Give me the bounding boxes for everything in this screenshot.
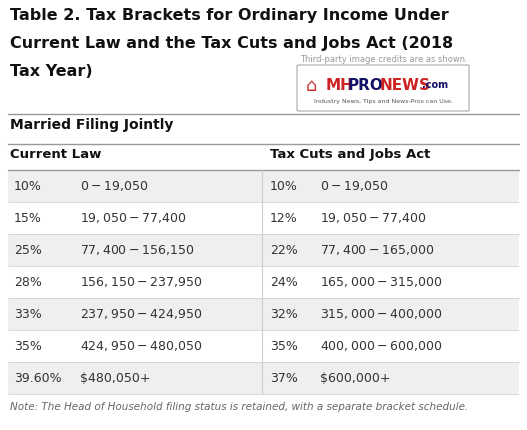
- Text: 35%: 35%: [270, 340, 298, 353]
- Text: Third-party image credits are as shown.: Third-party image credits are as shown.: [300, 55, 468, 64]
- Text: ⌂: ⌂: [306, 77, 317, 95]
- Text: Current Law: Current Law: [10, 148, 101, 161]
- Text: $315,000-$400,000: $315,000-$400,000: [320, 307, 442, 321]
- Bar: [8, 170, 519, 202]
- Text: $600,000+: $600,000+: [320, 372, 391, 384]
- Text: Industry News, Tips and News-Pros can Use.: Industry News, Tips and News-Pros can Us…: [314, 99, 453, 104]
- Text: $0-$19,050: $0-$19,050: [80, 179, 148, 193]
- Bar: [298, 66, 468, 110]
- Text: 33%: 33%: [14, 307, 42, 320]
- Text: $156,150-$237,950: $156,150-$237,950: [80, 275, 202, 289]
- Text: 12%: 12%: [270, 212, 298, 224]
- Text: Tax Year): Tax Year): [10, 64, 93, 79]
- Text: .com: .com: [422, 80, 448, 90]
- Bar: [8, 330, 519, 362]
- Bar: [8, 362, 519, 394]
- Text: $77,400-$165,000: $77,400-$165,000: [320, 243, 434, 257]
- Text: $237,950-$424,950: $237,950-$424,950: [80, 307, 202, 321]
- Text: Married Filing Jointly: Married Filing Jointly: [10, 118, 173, 132]
- Bar: [8, 266, 519, 298]
- Text: $19,050-$77,400: $19,050-$77,400: [320, 211, 426, 225]
- Text: MH: MH: [326, 79, 354, 93]
- Text: Table 2. Tax Brackets for Ordinary Income Under: Table 2. Tax Brackets for Ordinary Incom…: [10, 8, 449, 23]
- Text: $480,050+: $480,050+: [80, 372, 151, 384]
- Text: 10%: 10%: [270, 179, 298, 193]
- Text: Tax Cuts and Jobs Act: Tax Cuts and Jobs Act: [270, 148, 431, 161]
- Text: 24%: 24%: [270, 276, 298, 289]
- Text: Current Law and the Tax Cuts and Jobs Act (2018: Current Law and the Tax Cuts and Jobs Ac…: [10, 36, 453, 51]
- Text: NEWS: NEWS: [380, 79, 431, 93]
- Bar: [8, 234, 519, 266]
- Text: $400,000-$600,000: $400,000-$600,000: [320, 339, 442, 353]
- Text: 28%: 28%: [14, 276, 42, 289]
- Text: $19,050-$77,400: $19,050-$77,400: [80, 211, 186, 225]
- Text: 25%: 25%: [14, 243, 42, 257]
- Text: 10%: 10%: [14, 179, 42, 193]
- Text: $77,400-$156,150: $77,400-$156,150: [80, 243, 194, 257]
- Bar: [8, 202, 519, 234]
- Text: 35%: 35%: [14, 340, 42, 353]
- Text: Note: The Head of Household filing status is retained, with a separate bracket s: Note: The Head of Household filing statu…: [10, 402, 469, 412]
- Text: 37%: 37%: [270, 372, 298, 384]
- Text: 22%: 22%: [270, 243, 298, 257]
- Bar: [8, 298, 519, 330]
- Text: 39.60%: 39.60%: [14, 372, 62, 384]
- Text: 15%: 15%: [14, 212, 42, 224]
- Text: $165,000-$315,000: $165,000-$315,000: [320, 275, 442, 289]
- Text: PRO: PRO: [348, 79, 384, 93]
- Text: $424,950-$480,050: $424,950-$480,050: [80, 339, 202, 353]
- Text: 32%: 32%: [270, 307, 298, 320]
- FancyBboxPatch shape: [297, 65, 469, 111]
- Text: $0-$19,050: $0-$19,050: [320, 179, 388, 193]
